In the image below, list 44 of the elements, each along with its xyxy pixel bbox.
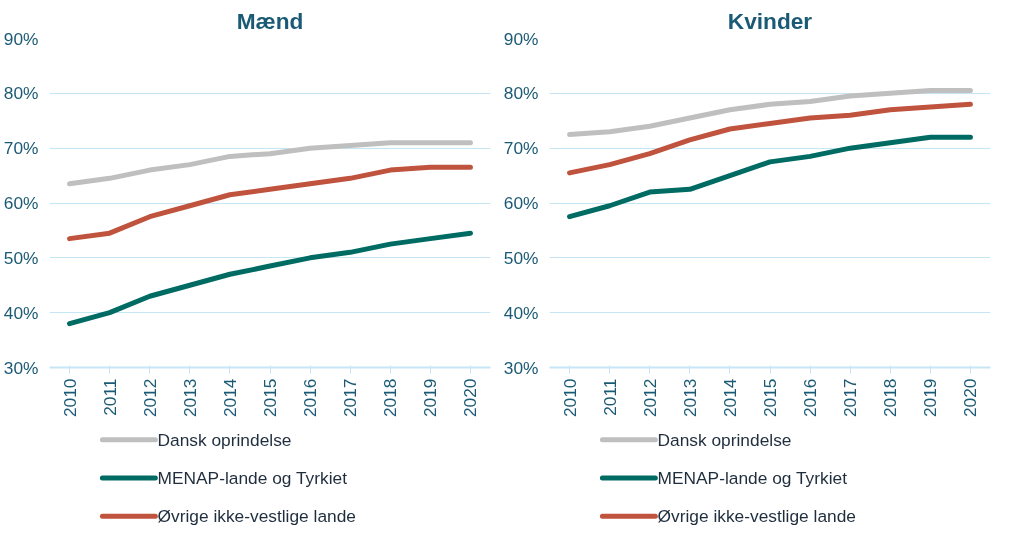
- y-tick-label: 60%: [503, 193, 539, 213]
- x-tick-label: 2013: [179, 378, 200, 418]
- x-tick-label: 2018: [880, 378, 901, 418]
- y-tick-label: 50%: [503, 247, 539, 268]
- y-tick-label: 60%: [3, 193, 39, 213]
- x-tick-label: 2016: [800, 378, 821, 418]
- x-tick-label: 2018: [380, 378, 401, 418]
- x-tick-label: 2011: [599, 378, 620, 416]
- x-tick-label: 2017: [340, 378, 361, 418]
- x-tick-label: 2019: [420, 378, 441, 418]
- x-tick-label: 2010: [559, 378, 580, 418]
- x-tick-label: 2020: [960, 378, 981, 418]
- x-tick-label: 2011: [99, 378, 120, 416]
- y-tick-label: 90%: [503, 28, 539, 49]
- y-tick-label: 80%: [3, 83, 39, 104]
- x-tick-label: 2014: [719, 378, 740, 418]
- legend-label: MENAP-lande og Tyrkiet: [657, 468, 848, 488]
- x-tick-label: 2010: [59, 378, 80, 418]
- x-tick-label: 2014: [219, 378, 240, 418]
- x-tick-label: 2015: [260, 378, 280, 418]
- chart-title: Mænd: [236, 7, 304, 34]
- x-tick-label: 2020: [460, 378, 481, 418]
- y-tick-label: 70%: [3, 138, 39, 159]
- x-tick-label: 2013: [679, 378, 700, 418]
- legend-label: Dansk oprindelse: [657, 429, 792, 450]
- y-tick-label: 70%: [503, 138, 539, 159]
- y-tick-label: 80%: [503, 83, 539, 104]
- y-tick-label: 50%: [3, 247, 39, 268]
- y-tick-label: 30%: [503, 357, 539, 378]
- x-tick-label: 2012: [139, 378, 160, 418]
- x-tick-label: 2019: [920, 378, 941, 418]
- y-tick-label: 90%: [3, 28, 39, 49]
- y-tick-label: 40%: [3, 302, 39, 323]
- legend-label: MENAP-lande og Tyrkiet: [157, 468, 348, 488]
- y-tick-label: 40%: [503, 302, 539, 323]
- legend-label: Øvrige ikke-vestlige lande: [157, 506, 356, 527]
- legend-label: Øvrige ikke-vestlige lande: [657, 506, 856, 527]
- x-tick-label: 2016: [300, 378, 321, 418]
- chart-title: Kvinder: [727, 7, 813, 34]
- x-tick-label: 2012: [639, 378, 660, 418]
- x-tick-label: 2015: [760, 378, 780, 418]
- x-tick-label: 2017: [840, 378, 861, 418]
- y-tick-label: 30%: [3, 357, 39, 378]
- legend-label: Dansk oprindelse: [157, 429, 292, 450]
